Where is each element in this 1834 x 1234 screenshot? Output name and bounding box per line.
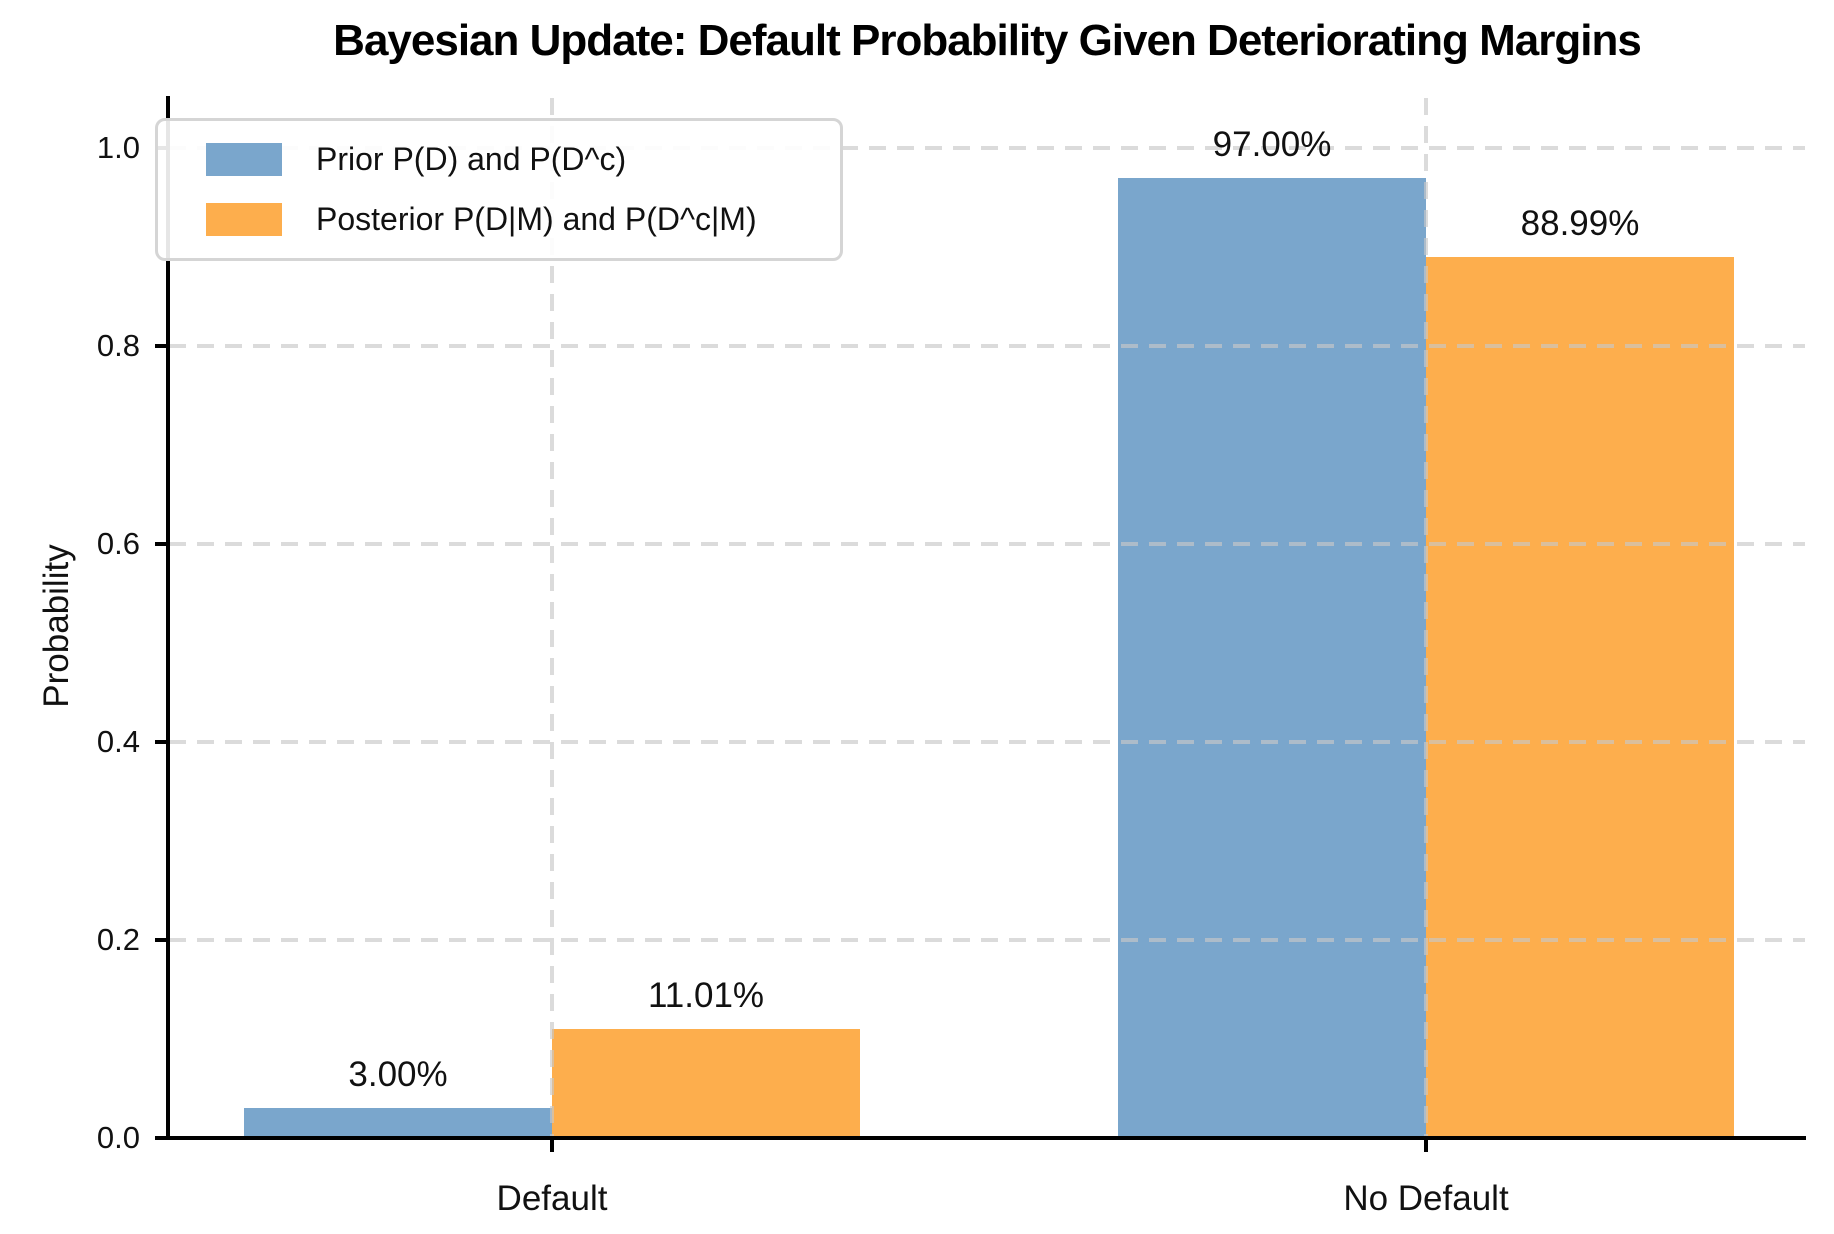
y-tick-0.4 <box>155 740 169 744</box>
bar-posterior-0 <box>552 1029 860 1138</box>
y-tick-label-0.8: 0.8 <box>96 328 140 363</box>
x-tick-label-0: Default <box>496 1179 608 1218</box>
y-axis-spine <box>166 96 170 1140</box>
bar-prior-0 <box>244 1108 552 1138</box>
legend: Prior P(D) and P(D^c) Posterior P(D|M) a… <box>155 118 843 261</box>
gridline-y-0.4 <box>169 740 1805 744</box>
gridline-y-0.2 <box>169 938 1805 942</box>
y-tick-label-1.0: 1.0 <box>96 130 140 165</box>
x-tick-0 <box>550 1138 554 1152</box>
y-tick-0.6 <box>155 542 169 546</box>
legend-item-posterior: Posterior P(D|M) and P(D^c|M) <box>158 194 840 244</box>
gridline-y-1.0 <box>169 146 1805 150</box>
bar-prior-1 <box>1118 177 1426 1138</box>
bar-posterior-1 <box>1426 256 1734 1138</box>
legend-label-prior: Prior P(D) and P(D^c) <box>316 141 627 178</box>
x-axis-spine <box>166 1136 1806 1140</box>
y-tick-label-0.0: 0.0 <box>96 1120 140 1155</box>
value-label-prior-1: 97.00% <box>1212 124 1332 164</box>
x-tick-label-1: No Default <box>1343 1179 1509 1218</box>
y-tick-label-0.4: 0.4 <box>96 724 140 759</box>
y-tick-label-0.2: 0.2 <box>96 922 140 957</box>
legend-item-prior: Prior P(D) and P(D^c) <box>158 135 840 185</box>
y-tick-0.0 <box>155 1136 169 1140</box>
y-tick-0.2 <box>155 938 169 942</box>
gridline-x-1 <box>1424 98 1428 1136</box>
gridline-y-0.8 <box>169 344 1805 348</box>
y-tick-label-0.6: 0.6 <box>96 526 140 561</box>
gridline-y-0.6 <box>169 542 1805 546</box>
chart-title: Bayesian Update: Default Probability Giv… <box>333 16 1642 65</box>
x-tick-1 <box>1424 1138 1428 1152</box>
y-tick-0.8 <box>155 344 169 348</box>
legend-label-posterior: Posterior P(D|M) and P(D^c|M) <box>316 200 757 237</box>
value-label-prior-0: 3.00% <box>348 1055 448 1095</box>
value-label-posterior-1: 88.99% <box>1520 203 1640 243</box>
gridline-x-0 <box>550 98 554 1136</box>
prior-swatch-icon <box>206 143 282 177</box>
posterior-swatch-icon <box>206 202 282 236</box>
value-label-posterior-0: 11.01% <box>647 976 765 1015</box>
